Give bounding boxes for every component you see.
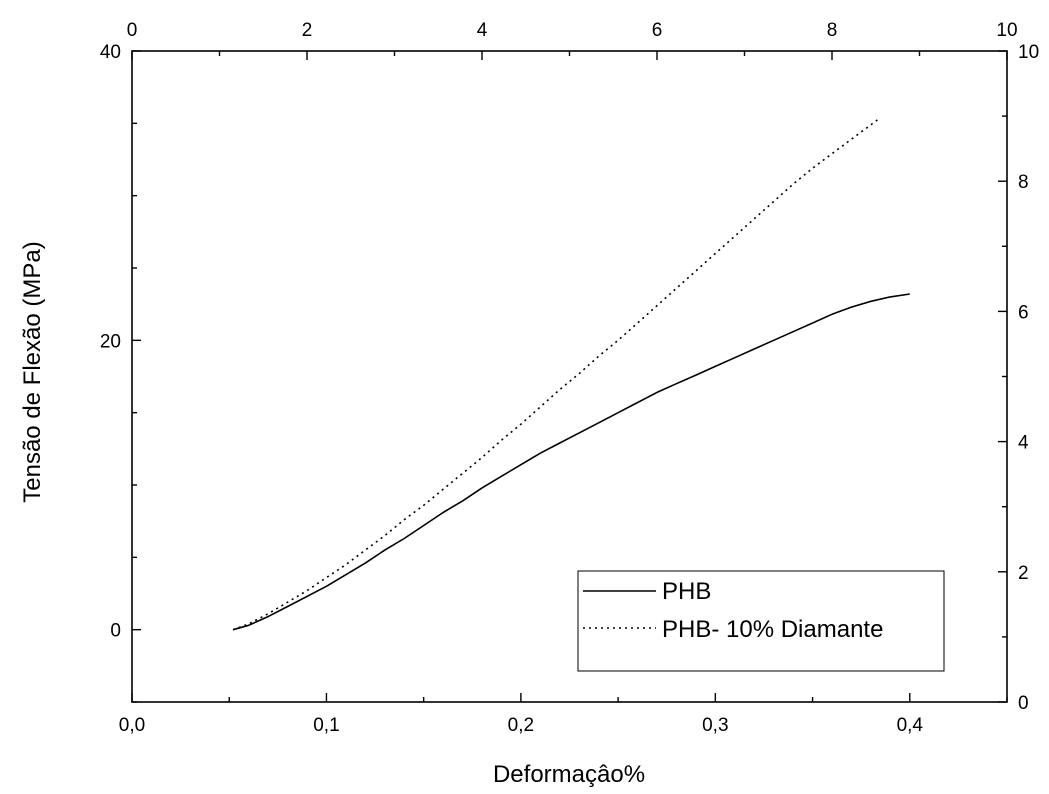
legend-label-phb-diamante: PHB- 10% Diamante [662, 616, 883, 643]
x-tick-label: 0,4 [897, 715, 924, 736]
legend-label-phb: PHB [662, 578, 711, 605]
tick-labels: 0,0 0,1 0,2 0,3 0,4 0 20 40 0 2 4 6 8 10 0 2 4 6 8 10 [100, 20, 1039, 736]
right-tick-label: 8 [1018, 172, 1029, 193]
x-tick-label: 0,1 [313, 715, 339, 736]
series-line-phb [232, 293, 910, 631]
right-tick-label: 6 [1018, 302, 1029, 323]
axis-ticks [131, 50, 1008, 703]
right-tick-label: 2 [1018, 563, 1029, 584]
top-tick-label: 2 [302, 20, 313, 41]
x-tick-label: 0,3 [702, 715, 728, 736]
legend: PHB PHB- 10% Diamante [577, 570, 945, 672]
y-tick-label: 0 [110, 621, 121, 642]
right-tick-label: 0 [1018, 693, 1029, 714]
top-tick-label: 6 [652, 20, 663, 41]
legend-box [577, 570, 945, 672]
y-tick-label: 20 [100, 331, 121, 352]
x-tick-label: 0,2 [508, 715, 534, 736]
series-line-phb-diamante [232, 116, 882, 631]
top-tick-label: 10 [996, 20, 1017, 41]
right-tick-label: 10 [1018, 42, 1039, 63]
x-axis-title: Deformaçâo% [493, 761, 645, 788]
right-tick-label: 4 [1018, 433, 1029, 454]
top-tick-label: 0 [127, 20, 138, 41]
top-tick-label: 4 [477, 20, 488, 41]
series-lines [232, 116, 910, 631]
y-tick-label: 40 [100, 42, 121, 63]
top-tick-label: 8 [827, 20, 838, 41]
x-tick-label: 0,0 [119, 715, 145, 736]
y-axis-title: Tensão de Flexão (MPa) [19, 241, 46, 502]
